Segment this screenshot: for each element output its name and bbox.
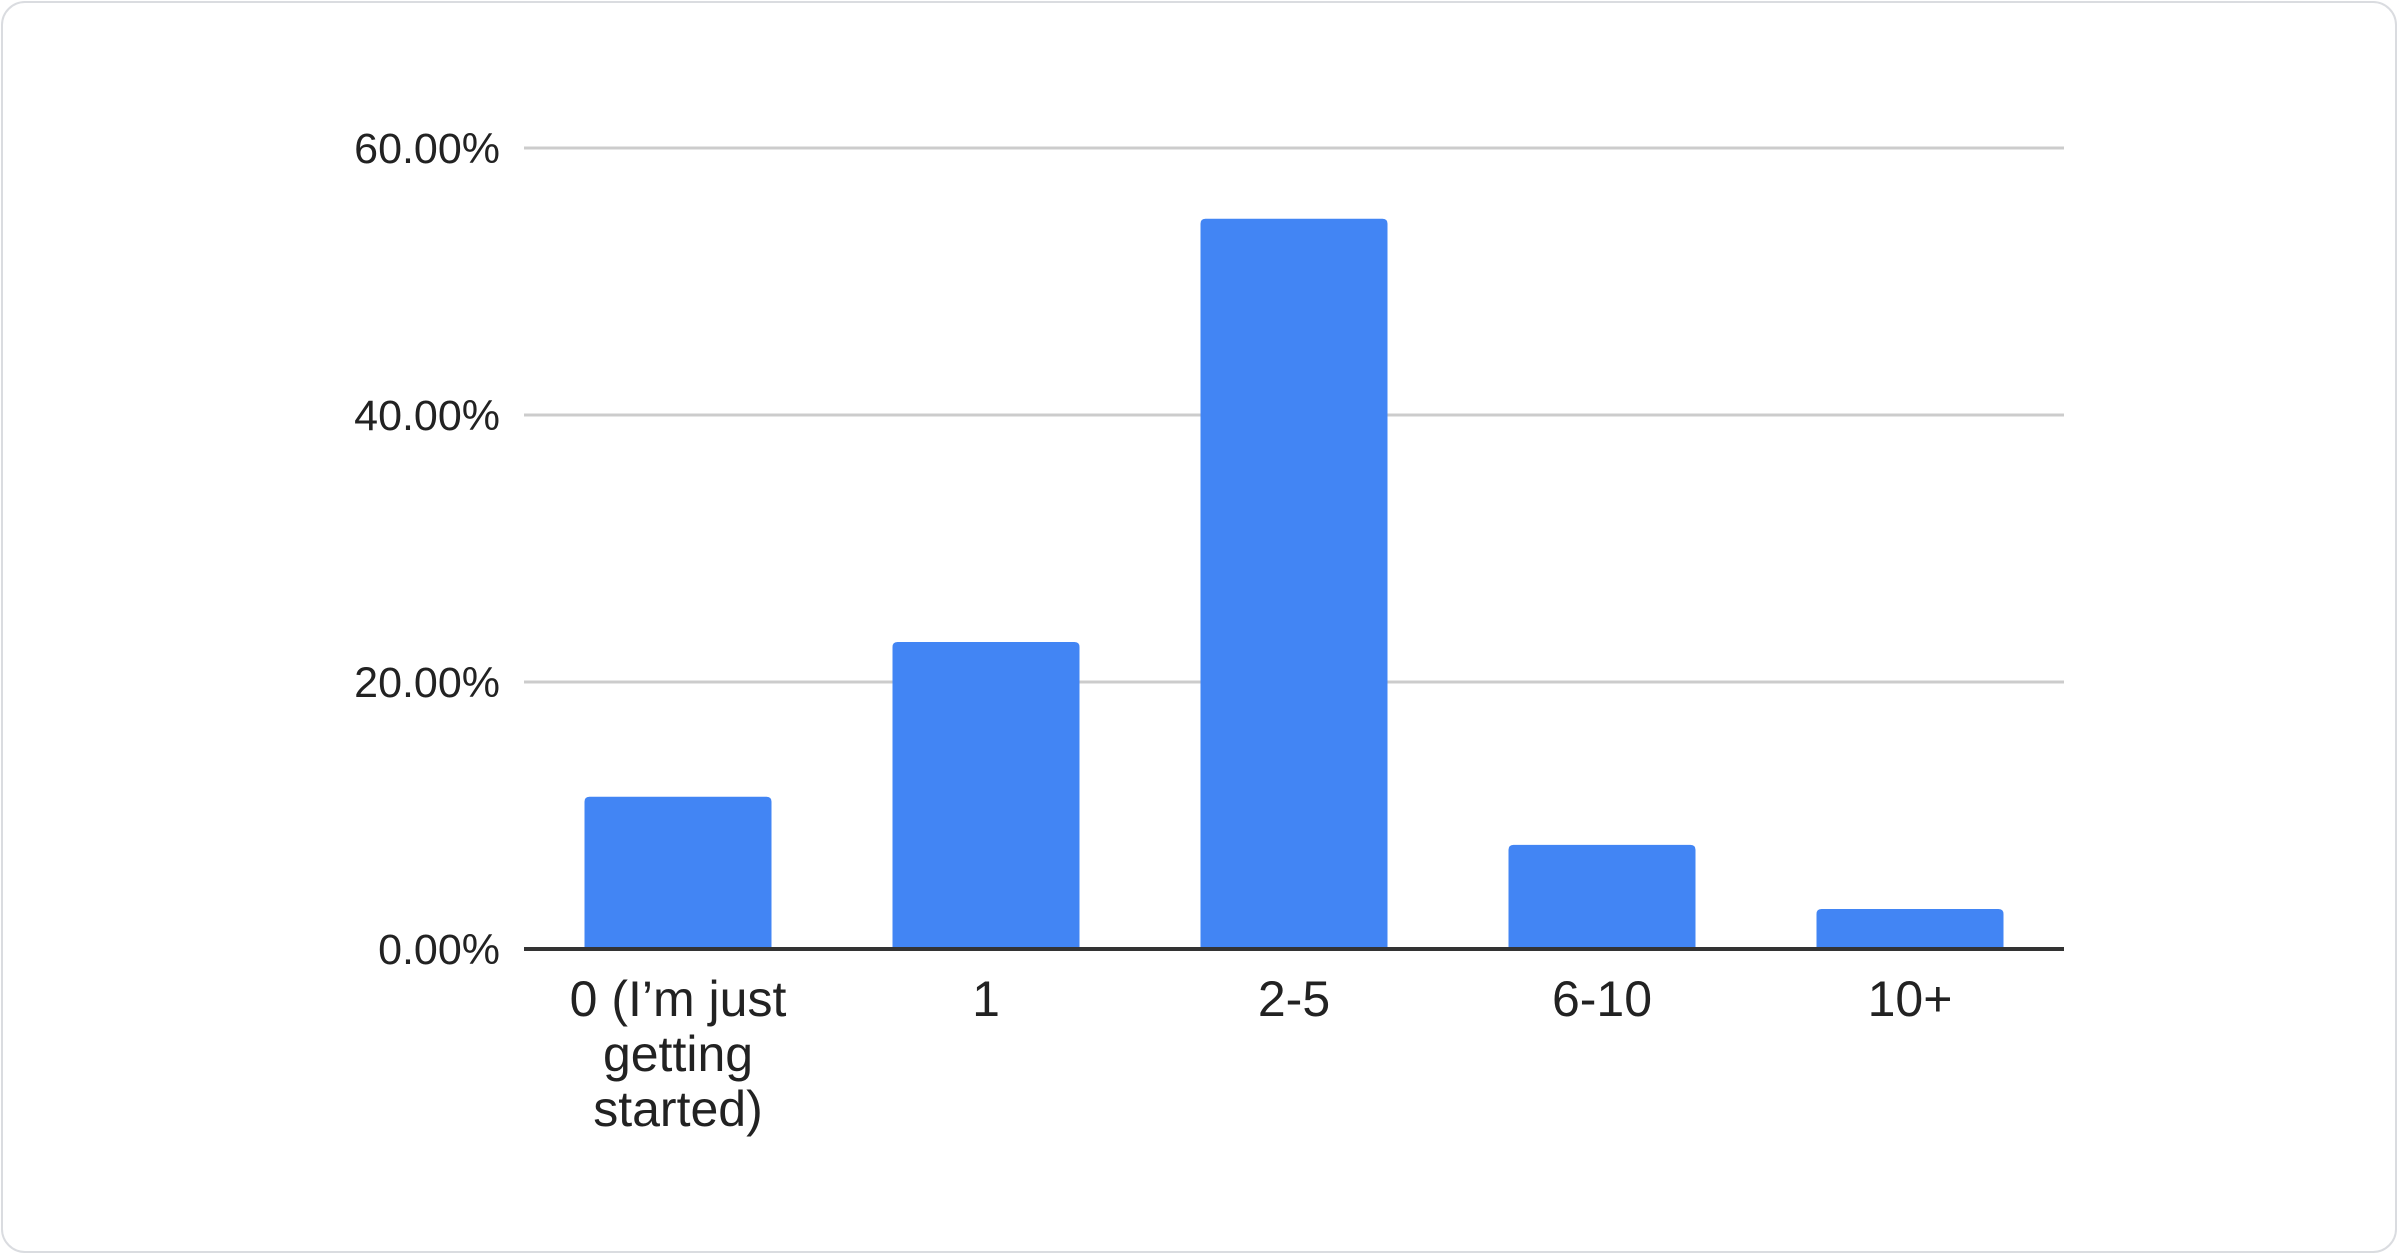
y-tick-label: 40.00%	[354, 392, 500, 440]
x-tick-label: getting	[603, 1026, 753, 1082]
bar-0	[584, 796, 772, 949]
bar-chart: 0.00% 20.00% 40.00% 60.00% 0 (I’m justgettin…	[354, 125, 2064, 1137]
x-tick-label: 6-10	[1552, 971, 1652, 1027]
x-tick-label: started)	[593, 1081, 763, 1137]
y-tick-label: 20.00%	[354, 659, 500, 707]
x-tick-label: 2-5	[1258, 971, 1330, 1027]
x-tick-label: 0 (I’m just	[570, 971, 787, 1027]
x-tick-label: 10+	[1868, 971, 1953, 1027]
bar-4	[1816, 908, 2004, 949]
y-tick-label: 60.00%	[354, 125, 500, 173]
bar-1	[892, 641, 1080, 949]
bar-2	[1200, 218, 1388, 949]
x-tick-label: 1	[972, 971, 1000, 1027]
bar-3	[1508, 844, 1696, 949]
y-tick-label: 0.00%	[378, 926, 500, 974]
